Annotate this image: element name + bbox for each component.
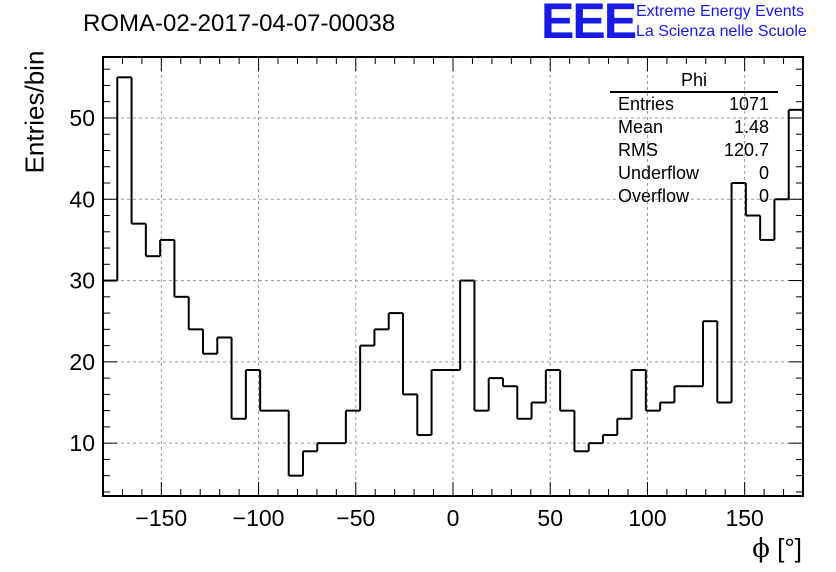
stats-value: 0: [758, 186, 769, 206]
stats-row-rms: RMS 120.7: [610, 139, 778, 162]
x-tick-label: 0: [447, 505, 460, 531]
stats-box: Phi Entries 1071 Mean 1.48 RMS 120.7 Und…: [610, 70, 778, 208]
x-axis-unit: [°]: [777, 533, 802, 563]
tick-labels: −150 −100 −50 0 50 100 150 10 20 30 40 50: [69, 105, 763, 531]
y-tick-label: 30: [69, 268, 95, 294]
logo-line-2: La Scienza nelle Scuole: [636, 23, 807, 40]
stats-label: Overflow: [618, 186, 690, 206]
x-axis-label: ϕ [°]: [752, 533, 802, 564]
x-tick-label: −150: [135, 505, 187, 531]
stats-row-overflow: Overflow 0: [610, 185, 778, 208]
x-axis-symbol: ϕ: [752, 534, 770, 564]
stats-label: Underflow: [618, 163, 700, 183]
eee-logo: EEE: [541, 0, 637, 49]
x-tick-label: 50: [537, 505, 563, 531]
stats-value: 1.48: [733, 117, 769, 137]
axis-ticks: [102, 57, 804, 496]
stats-value: 1071: [728, 94, 769, 114]
stats-title: Phi: [610, 70, 778, 93]
x-tick-label: −100: [233, 505, 285, 531]
stats-row-entries: Entries 1071: [610, 93, 778, 116]
grid-lines: [103, 57, 803, 496]
logo-line-1: Extreme Energy Events: [636, 3, 805, 20]
stats-row-mean: Mean 1.48: [610, 116, 778, 139]
y-axis-label: Entries/bin: [19, 50, 50, 174]
stats-label: Mean: [618, 117, 664, 137]
y-tick-label: 40: [69, 186, 95, 212]
chart-title: ROMA-02-2017-04-07-00038: [83, 10, 396, 37]
stats-label: RMS: [618, 140, 658, 160]
y-tick-label: 10: [69, 430, 95, 456]
stats-value: 0: [758, 163, 769, 183]
x-tick-label: −50: [336, 505, 375, 531]
x-tick-label: 100: [628, 505, 666, 531]
stats-row-underflow: Underflow 0: [610, 162, 778, 185]
y-tick-label: 20: [69, 349, 95, 375]
y-tick-label: 50: [69, 105, 95, 131]
stats-label: Entries: [618, 94, 675, 114]
stats-value: 120.7: [723, 140, 769, 160]
x-tick-label: 150: [725, 505, 763, 531]
